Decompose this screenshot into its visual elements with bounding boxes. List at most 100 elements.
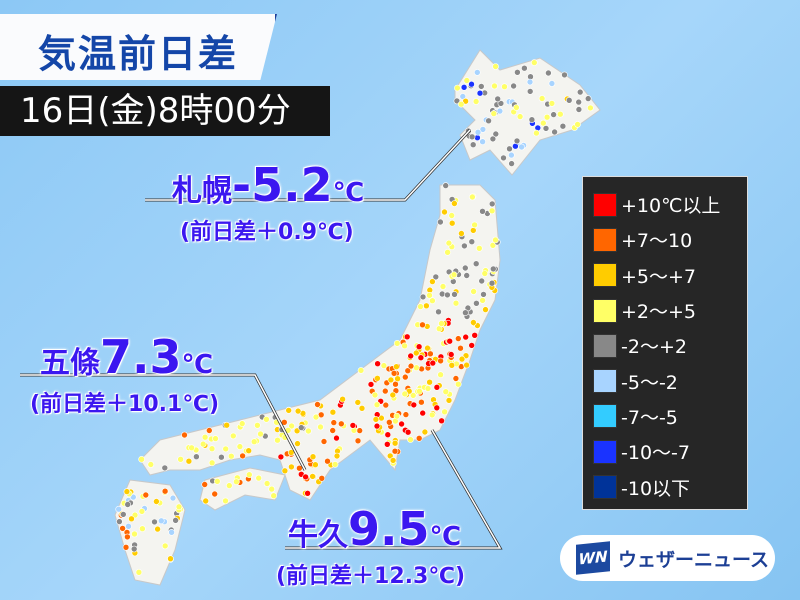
station-dot (337, 420, 345, 428)
legend-label: +7〜10 (621, 230, 693, 253)
station-dot (500, 154, 507, 162)
station-dot (471, 221, 478, 229)
station-dot (119, 525, 126, 532)
legend-label: -10〜-7 (621, 442, 690, 465)
station-dot (147, 461, 155, 468)
station-dot (454, 335, 462, 342)
datetime-label: 16日(金)8時00分 (0, 86, 330, 136)
station-dot (497, 100, 505, 107)
station-dot (501, 83, 508, 90)
station-dot (508, 151, 515, 159)
station-dot (510, 82, 517, 90)
station-dot (304, 489, 311, 497)
station-dot (407, 362, 415, 370)
callout-name: 牛久 (288, 518, 348, 553)
station-dot (115, 505, 122, 513)
station-dot (255, 474, 263, 482)
station-dot (349, 422, 357, 429)
station-dot (461, 242, 468, 250)
station-dot (218, 453, 225, 461)
station-dot (120, 511, 127, 518)
callout-name: 札幌 (172, 174, 232, 209)
station-dot (374, 374, 381, 382)
legend-swatch (593, 369, 617, 394)
station-dot (494, 95, 502, 103)
legend-swatch (593, 298, 617, 323)
station-dot (212, 435, 219, 442)
station-dot (318, 474, 326, 482)
station-dot (450, 271, 458, 279)
station-dot (142, 491, 150, 499)
station-dot (437, 371, 444, 379)
station-dot (263, 415, 270, 423)
station-dot (373, 401, 381, 409)
station-dot (167, 555, 174, 563)
station-dot (439, 283, 447, 290)
station-dot (236, 443, 244, 450)
legend-label: +2〜+5 (621, 301, 697, 324)
station-dot (202, 497, 209, 505)
callout-unit: ℃ (181, 350, 213, 380)
legend-item: -10以下 (593, 469, 747, 504)
station-dot (492, 236, 499, 244)
station-dot (548, 100, 556, 107)
station-dot (513, 137, 521, 145)
station-dot (314, 401, 321, 408)
station-dot (521, 64, 528, 72)
station-dot (268, 485, 276, 493)
station-dot (438, 417, 445, 425)
station-dot (474, 134, 481, 141)
station-dot (193, 453, 200, 461)
station-dot (429, 278, 436, 285)
legend-label: -7〜-5 (621, 406, 678, 429)
legend-swatch (593, 227, 617, 252)
station-dot (139, 525, 146, 533)
station-dot (294, 407, 302, 415)
station-dot (383, 440, 391, 448)
legend-item: +5〜+7 (593, 258, 747, 293)
station-dot (270, 492, 278, 500)
station-dot (404, 428, 412, 436)
station-dot (357, 367, 365, 374)
station-dot (506, 145, 513, 153)
station-dot (415, 434, 423, 442)
station-dot (584, 95, 592, 102)
station-dot (491, 82, 498, 90)
station-dot (138, 455, 145, 463)
station-dot (419, 409, 427, 417)
station-dot (452, 375, 460, 382)
station-dot (169, 494, 177, 502)
legend-item: -7〜-5 (593, 399, 747, 434)
station-dot (441, 208, 448, 216)
station-dot (427, 350, 434, 358)
station-dot (454, 380, 462, 388)
station-dot (151, 518, 158, 526)
station-dot (417, 354, 425, 362)
station-dot (432, 273, 440, 281)
station-dot (468, 133, 476, 141)
station-dot (457, 344, 464, 352)
station-dot (393, 339, 401, 347)
station-dot (393, 363, 400, 371)
station-dot (479, 126, 487, 133)
station-dot (412, 349, 420, 357)
station-dot (489, 242, 497, 249)
station-dot (469, 193, 476, 201)
legend: +10℃以上 +7〜10 +5〜+7 +2〜+5 -2〜+2 -5〜-2 -7〜-5 -10〜… (582, 176, 748, 510)
honshu (139, 184, 501, 501)
station-dot (161, 487, 169, 495)
station-dot (460, 84, 468, 91)
station-dot (481, 270, 489, 277)
station-dot (257, 430, 264, 438)
station-dot (246, 471, 253, 479)
wn-logo-icon: WN (576, 541, 610, 575)
station-dot (452, 299, 460, 307)
station-dot (394, 375, 401, 383)
station-dot (451, 200, 458, 207)
station-dot (230, 432, 237, 440)
station-dot (426, 291, 433, 299)
station-dot (561, 71, 568, 79)
station-dot (474, 129, 482, 136)
station-dot (461, 264, 469, 272)
station-dot (476, 89, 484, 97)
